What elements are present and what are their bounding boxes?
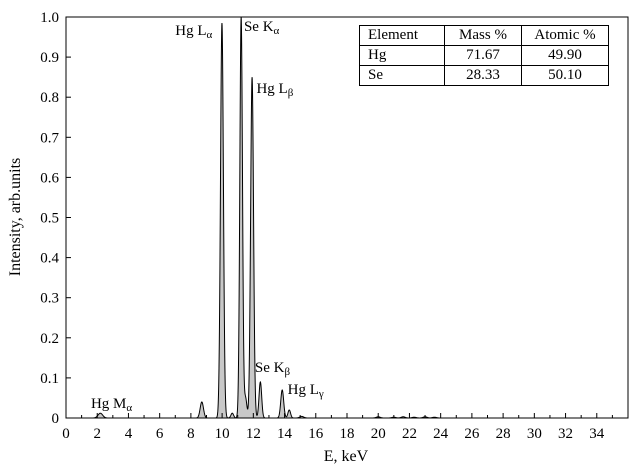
x-tick-label: 24 [433,426,449,442]
peak-annotation: Se Kβ [255,360,291,378]
y-tick-label: 0.7 [40,130,59,146]
x-tick-label: 34 [589,426,605,442]
x-tick-label: 20 [371,426,386,442]
y-tick-label: 0.3 [40,291,59,307]
y-tick-label: 0.8 [40,90,59,106]
composition-table: Element Mass % Atomic % Hg 71.67 49.90 S… [359,25,609,86]
table-cell: 50.10 [521,65,609,86]
x-axis: 0 2 4 6 8 10 12 14 16 18 20 22 24 26 28 30 32 34 [62,413,613,442]
column-header-mass: Mass % [444,25,522,46]
peak-annotations: Hg Lα Se Kα Hg Lβ Se Kβ Hg Lγ Hg Mα [91,19,324,414]
y-axis: 0 0.1 0.2 0.3 0.4 0.5 0.6 0.7 0.8 0.9 1.0 [40,10,71,427]
table-cell: 71.67 [444,45,522,66]
peak-annotation: Hg Lβ [256,81,293,99]
peak-annotation: Hg Lγ [288,382,324,400]
x-tick-label: 8 [187,426,195,442]
x-tick-label: 10 [215,426,230,442]
x-tick-label: 18 [340,426,355,442]
y-tick-label: 0.2 [40,331,59,347]
table-row: Se 28.33 50.10 [359,65,609,86]
peak-annotation: Se Kα [244,19,280,37]
x-tick-label: 14 [277,426,293,442]
column-header-element: Element [359,25,445,46]
y-tick-label: 1.0 [40,10,59,26]
table-header-row: Element Mass % Atomic % [359,25,609,46]
table-cell: Hg [359,45,445,66]
x-tick-label: 12 [246,426,261,442]
table-cell: 28.33 [444,65,522,86]
table-row: Hg 71.67 49.90 [359,45,609,66]
peak-annotation: Hg Mα [91,396,132,414]
table-cell: Se [359,65,445,86]
x-tick-label: 0 [62,426,70,442]
x-tick-label: 4 [125,426,133,442]
y-tick-label: 0.4 [40,251,59,267]
x-tick-label: 16 [308,426,324,442]
column-header-atomic: Atomic % [521,25,609,46]
x-tick-label: 22 [402,426,417,442]
y-tick-label: 0.6 [40,170,59,186]
y-tick-label: 0 [52,411,60,427]
x-tick-label: 30 [527,426,542,442]
y-tick-label: 0.9 [40,50,59,66]
x-tick-label: 28 [496,426,511,442]
x-tick-label: 26 [464,426,480,442]
x-tick-label: 2 [93,426,101,442]
y-tick-label: 0.1 [40,371,59,387]
x-tick-label: 32 [558,426,573,442]
x-axis-title: E, keV [324,448,369,464]
y-axis-title: Intensity, arb.units [7,158,24,277]
x-tick-label: 6 [156,426,164,442]
peak-annotation: Hg Lα [175,23,212,41]
table-cell: 49.90 [521,45,609,66]
y-tick-label: 0.5 [40,211,59,227]
